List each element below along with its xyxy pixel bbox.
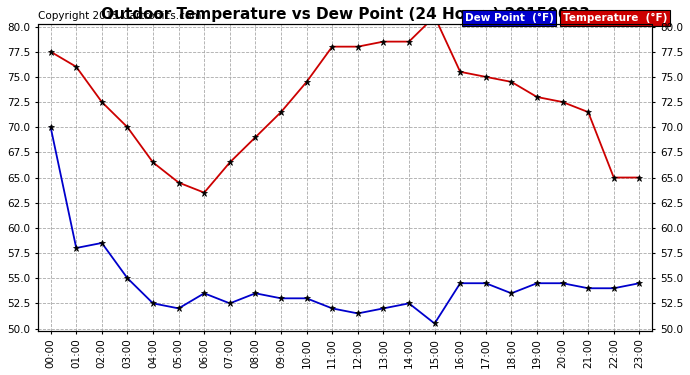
Text: Copyright 2015 Cartronics.com: Copyright 2015 Cartronics.com (38, 12, 201, 21)
Title: Outdoor Temperature vs Dew Point (24 Hours) 20150623: Outdoor Temperature vs Dew Point (24 Hou… (101, 7, 589, 22)
Text: Temperature  (°F): Temperature (°F) (563, 13, 667, 23)
Text: Dew Point  (°F): Dew Point (°F) (465, 13, 553, 23)
